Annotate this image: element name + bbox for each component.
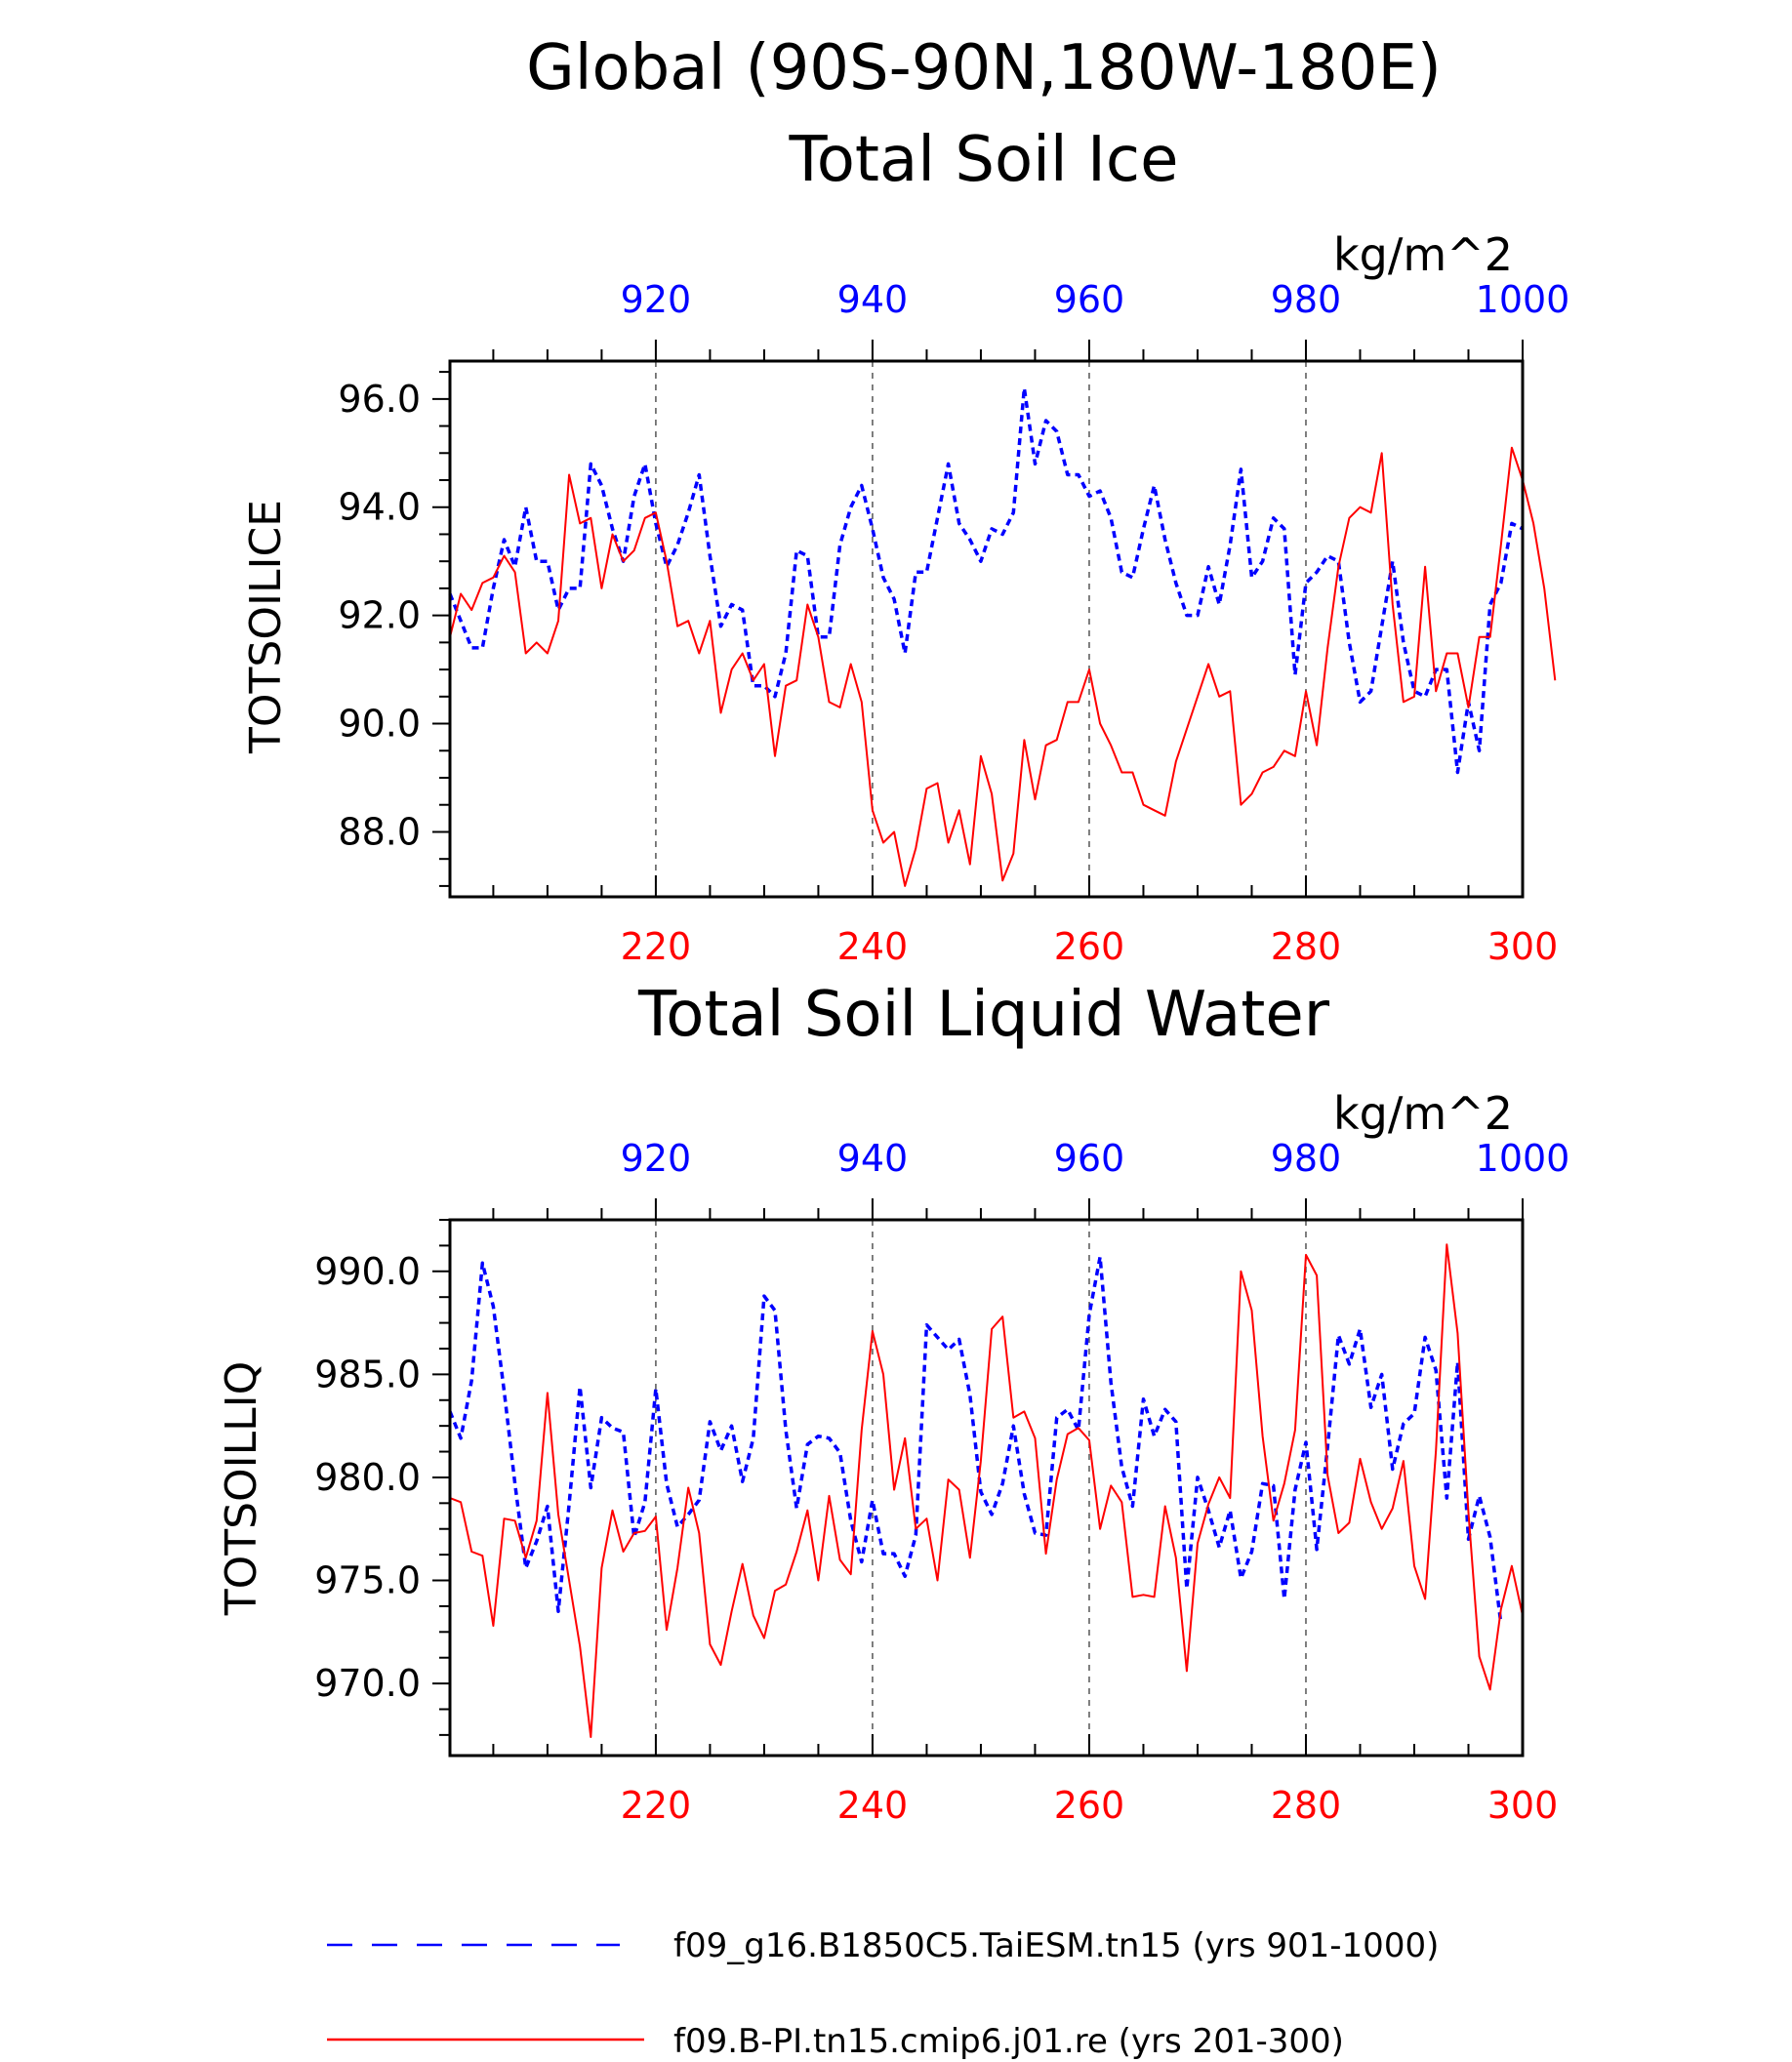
y-tick-label: 980.0 bbox=[314, 1456, 421, 1499]
bottom-x-tick-label: 220 bbox=[621, 925, 692, 968]
page-title: Global (90S-90N,180W-180E) bbox=[526, 32, 1442, 104]
panel-total-soil-liquid-water: Total Soil Liquid Water kg/m^2 TOTSOILLI… bbox=[217, 979, 1569, 1827]
y-tick-label: 90.0 bbox=[338, 703, 421, 746]
bottom-x-tick-label: 300 bbox=[1487, 925, 1559, 968]
series-line-cmip6 bbox=[449, 446, 1557, 887]
top-x-tick-label: 980 bbox=[1271, 1137, 1342, 1180]
series-line-taiesm bbox=[448, 1255, 1503, 1625]
panel-2-series bbox=[448, 1243, 1524, 1738]
bottom-x-tick-label: 220 bbox=[621, 1784, 692, 1827]
top-x-tick-label: 920 bbox=[621, 278, 692, 321]
panel-2-frame bbox=[448, 1218, 1525, 1758]
top-x-tick-label: 1000 bbox=[1476, 1137, 1570, 1180]
y-tick-label: 94.0 bbox=[338, 486, 421, 529]
top-x-tick-label: 1000 bbox=[1476, 278, 1570, 321]
top-x-tick-label: 960 bbox=[1054, 1137, 1125, 1180]
panel-1-series bbox=[448, 385, 1557, 887]
panel-2-top-tick-labels: 920 940 960 980 1000 bbox=[621, 1137, 1570, 1180]
bottom-x-tick-label: 260 bbox=[1054, 1784, 1125, 1827]
panel-2-ylabel: TOTSOILLIQ bbox=[217, 1361, 266, 1617]
bottom-x-tick-label: 240 bbox=[837, 925, 909, 968]
top-x-tick-label: 940 bbox=[837, 1137, 909, 1180]
series-line-taiesm bbox=[448, 385, 1524, 775]
bottom-x-tick-label: 260 bbox=[1054, 925, 1125, 968]
y-tick-label: 92.0 bbox=[338, 594, 421, 637]
legend-label-cmip6: f09.B-PI.tn15.cmip6.j01.re (yrs 201-300) bbox=[673, 2022, 1344, 2061]
panel-2-y-tick-labels: 970.0 975.0 980.0 985.0 990.0 bbox=[314, 1250, 421, 1705]
y-tick-label: 975.0 bbox=[314, 1559, 421, 1602]
legend-label-taiesm: f09_g16.B1850C5.TaiESM.tn15 (yrs 901-100… bbox=[673, 1926, 1439, 1965]
y-tick-label: 990.0 bbox=[314, 1250, 421, 1293]
top-x-tick-label: 960 bbox=[1054, 278, 1125, 321]
panel-2-ticks bbox=[432, 1198, 1524, 1756]
panel-1-ticks bbox=[432, 340, 1524, 897]
panel-2-title: Total Soil Liquid Water bbox=[637, 979, 1330, 1051]
panel-2-units: kg/m^2 bbox=[1333, 1087, 1513, 1140]
panel-1-gridlines bbox=[655, 361, 1307, 897]
panel-2-bottom-tick-labels: 220 240 260 280 300 bbox=[621, 1784, 1559, 1827]
top-x-tick-label: 940 bbox=[837, 278, 909, 321]
bottom-x-tick-label: 240 bbox=[837, 1784, 909, 1827]
bottom-x-tick-label: 280 bbox=[1271, 1784, 1342, 1827]
bottom-x-tick-label: 280 bbox=[1271, 925, 1342, 968]
y-tick-label: 96.0 bbox=[338, 378, 421, 421]
panel-1-ylabel: TOTSOILICE bbox=[241, 500, 291, 754]
panel-1-units: kg/m^2 bbox=[1333, 228, 1513, 281]
bottom-x-tick-label: 300 bbox=[1487, 1784, 1559, 1827]
panel-1-title: Total Soil Ice bbox=[789, 124, 1179, 196]
panel-1-y-tick-labels: 88.0 90.0 92.0 94.0 96.0 bbox=[338, 378, 421, 854]
panel-1-bottom-tick-labels: 220 240 260 280 300 bbox=[621, 925, 1559, 968]
y-tick-label: 985.0 bbox=[314, 1353, 421, 1395]
top-x-tick-label: 980 bbox=[1271, 278, 1342, 321]
top-x-tick-label: 920 bbox=[621, 1137, 692, 1180]
panel-2-gridlines bbox=[655, 1220, 1307, 1756]
legend: f09_g16.B1850C5.TaiESM.tn15 (yrs 901-100… bbox=[327, 1926, 1439, 2061]
panel-total-soil-ice: Total Soil Ice kg/m^2 TOTSOILICE 88.0 90.… bbox=[241, 124, 1569, 968]
y-tick-label: 970.0 bbox=[314, 1662, 421, 1705]
series-line-cmip6 bbox=[449, 1243, 1524, 1738]
y-tick-label: 88.0 bbox=[338, 810, 421, 853]
panel-1-frame bbox=[448, 359, 1525, 899]
panel-1-top-tick-labels: 920 940 960 980 1000 bbox=[621, 278, 1570, 321]
